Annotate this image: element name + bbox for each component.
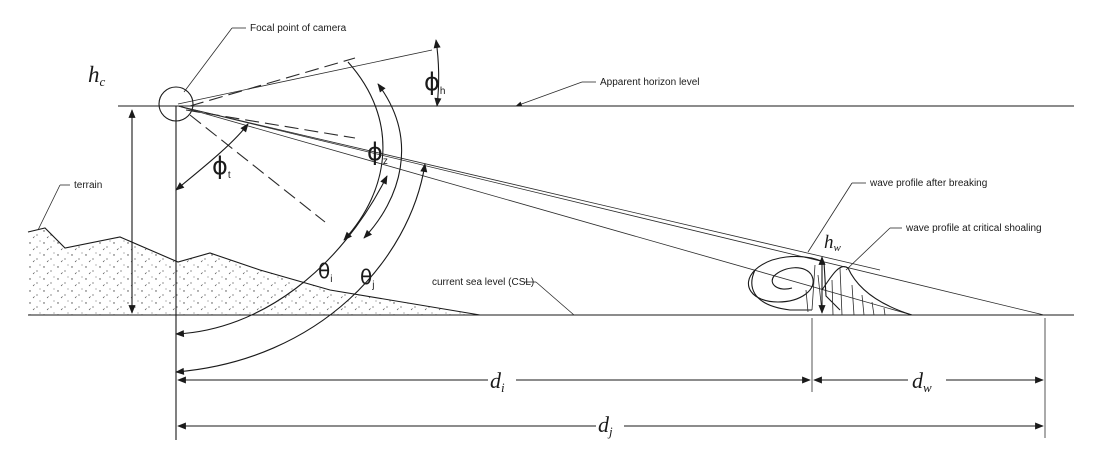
hw-symbol: hw (824, 232, 842, 254)
terrain-label: terrain (74, 180, 102, 191)
dj-dimension: dj (177, 412, 1044, 439)
phi-z-symbol: ϕz (367, 138, 388, 167)
horizon-label: Apparent horizon level (600, 77, 700, 88)
di-symbol: di (490, 368, 505, 395)
hw-dimension: hw (818, 232, 842, 314)
terrain (27, 227, 481, 316)
sea-level-label: current sea level (CSL) (432, 277, 534, 288)
focal-point-label: Focal point of camera (250, 23, 347, 34)
theta-i-symbol: θi (318, 259, 332, 285)
horizon-callout: Apparent horizon level (515, 77, 700, 107)
phi-h-symbol: ϕh (424, 68, 445, 97)
dw-dimension: dw (813, 368, 1044, 395)
wave-after-breaking-callout: wave profile after breaking (807, 178, 987, 253)
terrain-callout: terrain (37, 180, 102, 231)
angle-arcs (175, 39, 442, 375)
wave-critical-callout: wave profile at critical shoaling (845, 223, 1042, 271)
theta-j-symbol: θj (360, 265, 374, 291)
camera-focal-circle (158, 86, 194, 122)
sea-level-callout: current sea level (CSL) (432, 277, 575, 316)
di-dimension: di (177, 368, 811, 395)
phi-t-symbol: ϕt (212, 152, 231, 181)
shoaling-wave (821, 266, 913, 316)
hc-symbol: hc (88, 62, 106, 89)
focal-point-callout: Focal point of camera (183, 23, 347, 93)
wave-critical-label: wave profile at critical shoaling (905, 223, 1042, 234)
wave-after-breaking-label: wave profile after breaking (869, 178, 987, 189)
dw-symbol: dw (912, 368, 932, 395)
dj-symbol: dj (598, 412, 613, 439)
hc-dimension: hc (88, 62, 136, 314)
